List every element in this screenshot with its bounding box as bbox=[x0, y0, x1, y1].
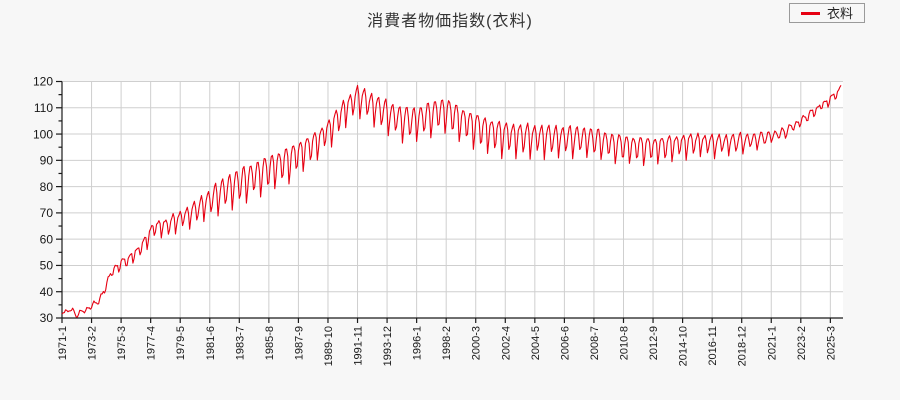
y-axis-tick-label: 110 bbox=[34, 101, 53, 115]
x-axis-tick-label: 1998-2 bbox=[441, 326, 453, 360]
chart-title: 消費者物価指数(衣料) bbox=[367, 13, 533, 30]
x-axis-tick-label: 1971-1 bbox=[57, 326, 69, 360]
x-axis-tick-label: 1979-5 bbox=[175, 326, 187, 360]
y-axis-tick-label: 50 bbox=[40, 259, 54, 273]
x-axis-tick-label: 1981-6 bbox=[205, 326, 217, 360]
x-axis-tick-label: 2021-1 bbox=[766, 326, 778, 360]
x-axis-tick-label: 2014-10 bbox=[678, 326, 690, 366]
x-axis-tick-label: 2002-4 bbox=[500, 326, 512, 360]
x-axis-tick-label: 2025-3 bbox=[825, 326, 837, 360]
x-axis-tick-label: 2004-5 bbox=[530, 326, 542, 360]
y-axis-tick-label: 120 bbox=[33, 75, 53, 89]
x-axis-tick-label: 2000-3 bbox=[471, 326, 483, 360]
x-axis-tick-label: 2018-12 bbox=[737, 326, 749, 366]
x-axis-tick-label: 2023-2 bbox=[796, 326, 808, 360]
plot-area bbox=[62, 81, 843, 318]
x-axis-tick-label: 2016-11 bbox=[707, 326, 719, 366]
x-axis-tick-label: 1985-8 bbox=[264, 326, 276, 360]
y-axis-tick-label: 90 bbox=[40, 154, 54, 168]
y-axis-tick-label: 100 bbox=[33, 127, 53, 141]
y-axis-tick-label: 40 bbox=[40, 285, 54, 299]
x-axis-tick-label: 1975-3 bbox=[116, 326, 128, 360]
y-axis-tick-label: 70 bbox=[40, 206, 54, 220]
x-axis-tick-label: 1987-9 bbox=[293, 326, 305, 360]
legend-label: 衣料 bbox=[826, 5, 853, 21]
x-axis-tick-label: 1996-1 bbox=[412, 326, 424, 360]
x-axis-tick-label: 1977-4 bbox=[146, 326, 158, 360]
y-axis-tick-label: 60 bbox=[40, 232, 54, 246]
y-axis-tick-label: 30 bbox=[40, 311, 54, 325]
x-axis-tick-label: 2008-7 bbox=[589, 326, 601, 360]
x-axis-tick-label: 2010-8 bbox=[618, 326, 630, 360]
legend: 衣料 bbox=[789, 3, 865, 23]
x-axis-tick-label: 1973-2 bbox=[87, 326, 99, 360]
x-axis-tick-label: 1989-10 bbox=[323, 326, 335, 366]
x-axis-tick-label: 2006-6 bbox=[559, 326, 571, 360]
x-axis-tick-label: 1991-11 bbox=[353, 326, 365, 366]
x-axis-tick-label: 1993-12 bbox=[382, 326, 394, 366]
x-axis-tick-label: 1983-7 bbox=[234, 326, 246, 360]
series-line bbox=[61, 84, 842, 318]
legend-line-swatch bbox=[800, 11, 820, 15]
y-axis-tick-label: 80 bbox=[40, 180, 54, 194]
x-axis-tick-label: 2012-9 bbox=[648, 326, 660, 360]
